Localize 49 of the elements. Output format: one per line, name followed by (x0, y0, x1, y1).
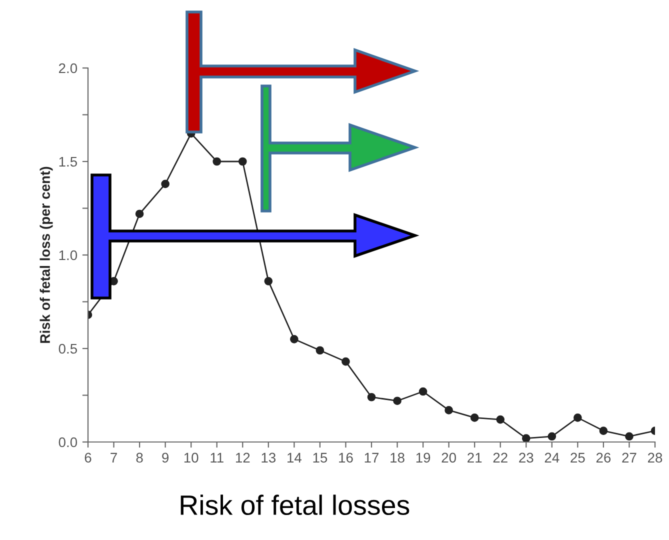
point (212, 157, 222, 166)
x-tick-label: 23 (519, 452, 534, 463)
point (548, 432, 556, 441)
x-tick-label: 19 (416, 452, 430, 463)
x-tick-label: 21 (468, 452, 482, 462)
x-tick-label: 28 (648, 452, 662, 463)
x-tick-label: 14 (288, 452, 302, 462)
x-tick-label: 12 (236, 452, 250, 462)
y-tick-label: 0.0 (58, 437, 78, 448)
y-axis-title: Risk of fetal loss (per cent) (40, 166, 53, 343)
x-tick-label: 20 (442, 452, 456, 463)
x-tick-label: 10 (184, 452, 198, 463)
y-tick-label: 1.0 (59, 250, 78, 260)
x-tick-label: 27 (622, 452, 636, 462)
point (238, 157, 247, 166)
text: Risk of fetal losses (180, 494, 410, 516)
point (496, 415, 505, 424)
point (599, 426, 608, 435)
x-tick-label: 11 (210, 452, 224, 462)
x-tick-label: 6 (84, 452, 92, 463)
point (161, 180, 170, 188)
point (135, 210, 144, 218)
x-tick-label: 25 (570, 452, 585, 463)
x-tick-label: 17 (364, 452, 379, 462)
point (625, 432, 634, 441)
y-tick-label: 0.5 (58, 344, 78, 354)
x-tick-label: 24 (544, 452, 560, 462)
point (264, 277, 273, 286)
point (522, 434, 530, 442)
x-tick-label: 16 (339, 452, 353, 463)
y-tick-label: 2.0 (58, 63, 78, 74)
y-tick-label: 1.5 (59, 156, 78, 167)
point (470, 414, 479, 422)
x-tick-label: 22 (493, 452, 508, 462)
point (290, 334, 298, 344)
x-tick-label: 9 (162, 452, 169, 463)
point (574, 414, 582, 422)
x-tick-label: 18 (390, 452, 404, 463)
x-tick-label: 7 (110, 452, 117, 462)
x-tick-label: 26 (596, 452, 611, 463)
point (342, 357, 350, 366)
point (393, 396, 402, 406)
point (418, 387, 428, 396)
x-tick-label: 8 (136, 452, 143, 463)
point (316, 346, 324, 355)
x-tick-label: 15 (313, 452, 328, 463)
x-tick-label: 13 (262, 452, 276, 463)
point (367, 392, 376, 402)
point (444, 406, 453, 414)
